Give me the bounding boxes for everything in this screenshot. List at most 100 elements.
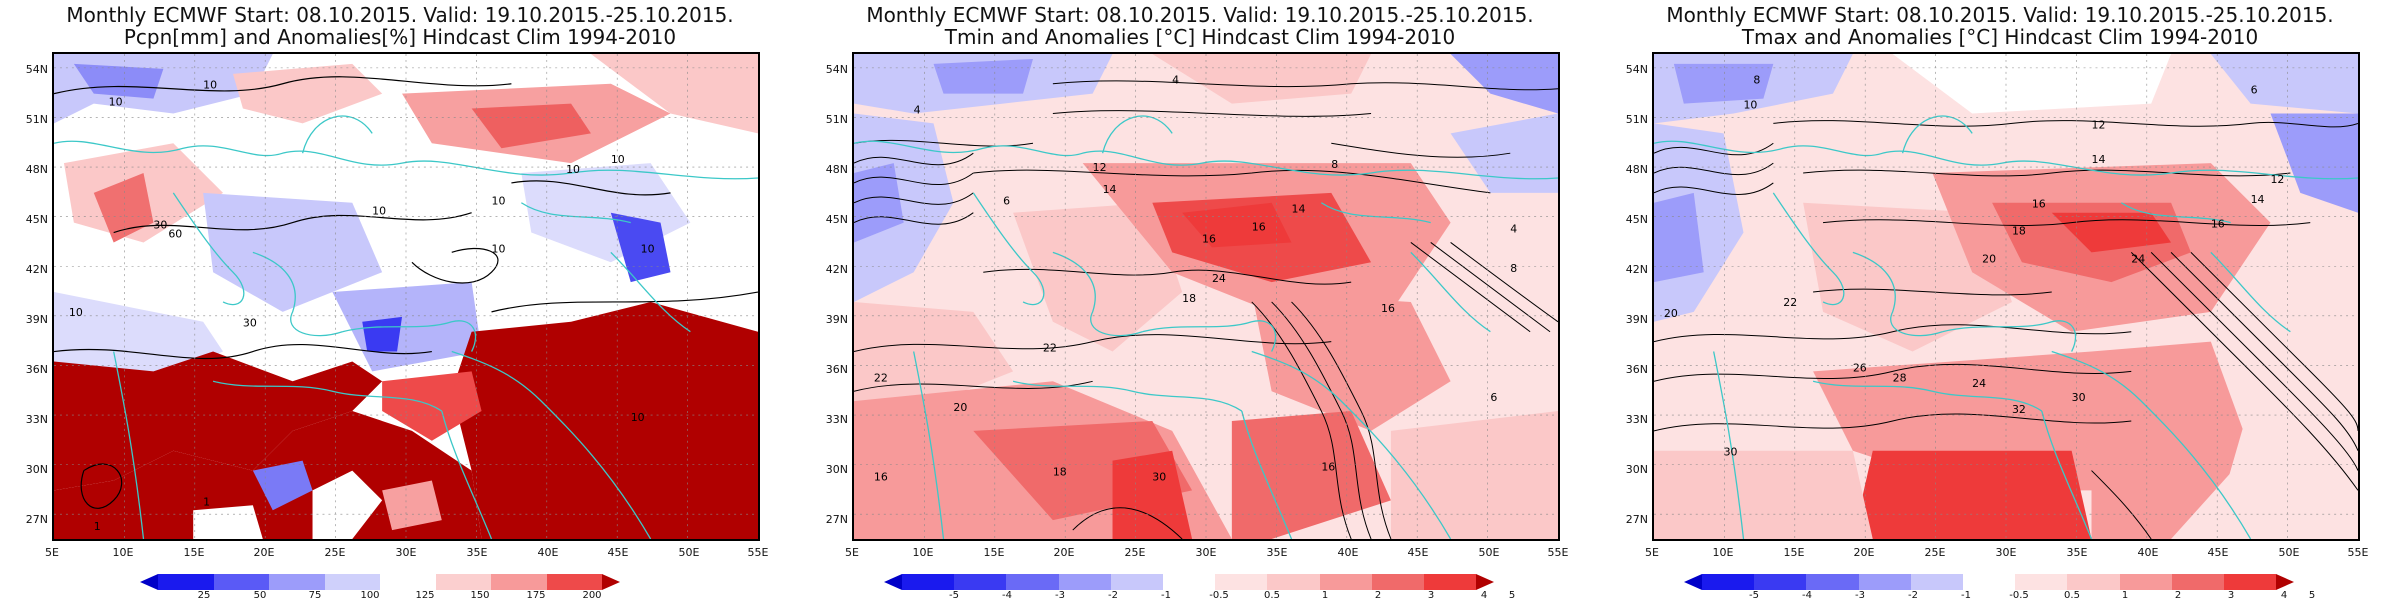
lat-tick-label: 48N bbox=[1625, 163, 1648, 176]
lat-lon-grid bbox=[54, 54, 758, 539]
contour-label: 8 bbox=[1510, 262, 1517, 275]
lon-tick-label: 25E bbox=[324, 546, 346, 559]
contour-label: 4 bbox=[1172, 74, 1179, 87]
contour-label: 28 bbox=[1893, 371, 1907, 384]
lon-tick-label: 10E bbox=[1712, 546, 1734, 559]
lat-tick-label: 51N bbox=[1625, 113, 1648, 126]
lat-tick-label: 33N bbox=[825, 413, 848, 426]
panel-title-line2: Tmax and Anomalies [°C] Hindcast Clim 19… bbox=[1741, 25, 2259, 49]
contour-label: 18 bbox=[1182, 292, 1196, 305]
lat-tick-label: 39N bbox=[25, 313, 48, 326]
lon-tick-label: 50E bbox=[1478, 546, 1500, 559]
colorbar-swatch bbox=[158, 574, 214, 590]
contour-label: 20 bbox=[1982, 252, 1996, 265]
lat-tick-label: 27N bbox=[25, 513, 48, 526]
colorbar-swatch bbox=[380, 574, 436, 590]
colorbar-swatch bbox=[1806, 574, 1859, 590]
contour-label: 14 bbox=[1292, 203, 1306, 216]
lon-tick-label: 55E bbox=[747, 546, 769, 559]
contour-label: 30 bbox=[2072, 391, 2086, 404]
panel-title-line2: Tmin and Anomalies [°C] Hindcast Clim 19… bbox=[944, 25, 1456, 49]
contour-lines bbox=[854, 80, 1558, 539]
anomaly-field bbox=[1654, 54, 2358, 539]
contour-lines bbox=[54, 76, 758, 509]
contour-label: 10 bbox=[631, 411, 645, 424]
colorbar-min-arrow bbox=[140, 574, 158, 590]
colorbar-label: 25 bbox=[197, 590, 211, 601]
lat-tick-label: 30N bbox=[1625, 463, 1648, 476]
lon-tick-label: 50E bbox=[678, 546, 700, 559]
contour-label: 12 bbox=[2092, 118, 2106, 131]
contour-label: 24 bbox=[1972, 377, 1986, 390]
colorbar-label: 4 bbox=[1480, 590, 1488, 601]
contour-label: 16 bbox=[2211, 218, 2225, 231]
colorbar-label: 50 bbox=[253, 590, 267, 601]
lon-tick-label: 35E bbox=[2066, 546, 2088, 559]
colorbar-label: -4 bbox=[1002, 590, 1012, 601]
colorbar-label: -0.5 bbox=[2009, 590, 2029, 601]
colorbar-swatch bbox=[1162, 574, 1216, 590]
colorbar-label: 3 bbox=[1427, 590, 1435, 601]
anomaly-field bbox=[854, 54, 1558, 539]
colorbar-swatch bbox=[1423, 574, 1477, 590]
colorbar-swatch bbox=[1962, 574, 2016, 590]
colorbar-swatch bbox=[491, 574, 547, 590]
colorbar-min-arrow bbox=[1684, 574, 1702, 590]
contour-label: 8 bbox=[1753, 74, 1760, 87]
contour-label: 1 bbox=[203, 495, 210, 508]
colorbar-swatch bbox=[1267, 574, 1320, 590]
lat-tick-label: 36N bbox=[825, 363, 848, 376]
anomaly-field bbox=[54, 54, 758, 539]
contour-label: 12 bbox=[1093, 161, 1107, 174]
colorbar-label: 4 bbox=[2280, 590, 2288, 601]
contour-label: 20 bbox=[953, 401, 967, 414]
lat-tick-label: 42N bbox=[1625, 263, 1648, 276]
lat-tick-label: 36N bbox=[25, 363, 48, 376]
lat-tick-label: 42N bbox=[25, 263, 48, 276]
tmin-colorbar bbox=[884, 574, 1495, 590]
lon-tick-label: 5E bbox=[845, 546, 859, 559]
colorbar-label: -5 bbox=[1749, 590, 1759, 601]
contour-label: 30 bbox=[153, 219, 167, 232]
contour-label: 16 bbox=[1381, 302, 1395, 315]
lat-tick-label: 45N bbox=[825, 213, 848, 226]
contour-label: 14 bbox=[2251, 193, 2265, 206]
contour-label: 10 bbox=[203, 79, 217, 92]
lon-tick-label: 20E bbox=[253, 546, 275, 559]
tmax-map-svg: 8 6 10 12 14 16 18 20 22 24 26 28 30 32 … bbox=[1654, 54, 2358, 539]
lat-tick-label: 51N bbox=[825, 113, 848, 126]
panel-title-line1: Monthly ECMWF Start: 08.10.2015. Valid: … bbox=[866, 3, 1534, 27]
precip-map: 10 10 10 10 10 30 30 60 10 10 10 10 10 1… bbox=[52, 52, 760, 541]
precip-map-svg: 10 10 10 10 10 30 30 60 10 10 10 10 10 1… bbox=[54, 54, 758, 539]
lon-tick-label: 5E bbox=[45, 546, 59, 559]
colorbar-swatch bbox=[2223, 574, 2277, 590]
colorbar-label: -3 bbox=[1055, 590, 1065, 601]
colorbar-label: 200 bbox=[582, 590, 602, 601]
contour-label: 8 bbox=[1331, 158, 1338, 171]
colorbar-label: -5 bbox=[949, 590, 959, 601]
contour-label: 16 bbox=[2032, 198, 2046, 211]
contour-label: 10 bbox=[109, 96, 123, 109]
colorbar-swatch bbox=[1754, 574, 1807, 590]
lat-tick-label: 54N bbox=[25, 63, 48, 76]
lon-tick-label: 25E bbox=[1924, 546, 1946, 559]
colorbar-swatch bbox=[1006, 574, 1059, 590]
colorbar-label: 125 bbox=[415, 590, 435, 601]
contour-label: 6 bbox=[1003, 195, 1010, 208]
colorbar-label: 0.5 bbox=[2064, 590, 2080, 601]
contour-label: 10 bbox=[1743, 99, 1757, 112]
lat-tick-label: 54N bbox=[1625, 63, 1648, 76]
contour-label: 10 bbox=[566, 163, 580, 176]
colorbar-swatch bbox=[1215, 574, 1268, 590]
tmax-panel: Monthly ECMWF Start: 08.10.2015. Valid: … bbox=[1600, 0, 2400, 601]
lon-tick-label: 20E bbox=[1853, 546, 1875, 559]
lon-tick-label: 45E bbox=[2207, 546, 2229, 559]
lat-tick-label: 48N bbox=[825, 163, 848, 176]
lon-tick-label: 55E bbox=[2347, 546, 2369, 559]
lon-tick-label: 45E bbox=[1407, 546, 1429, 559]
colorbar-label: 2 bbox=[1374, 590, 1382, 601]
contour-label: 14 bbox=[2092, 153, 2106, 166]
colorbar-swatch bbox=[902, 574, 955, 590]
contour-label: 22 bbox=[1783, 296, 1797, 309]
lat-tick-label: 30N bbox=[825, 463, 848, 476]
